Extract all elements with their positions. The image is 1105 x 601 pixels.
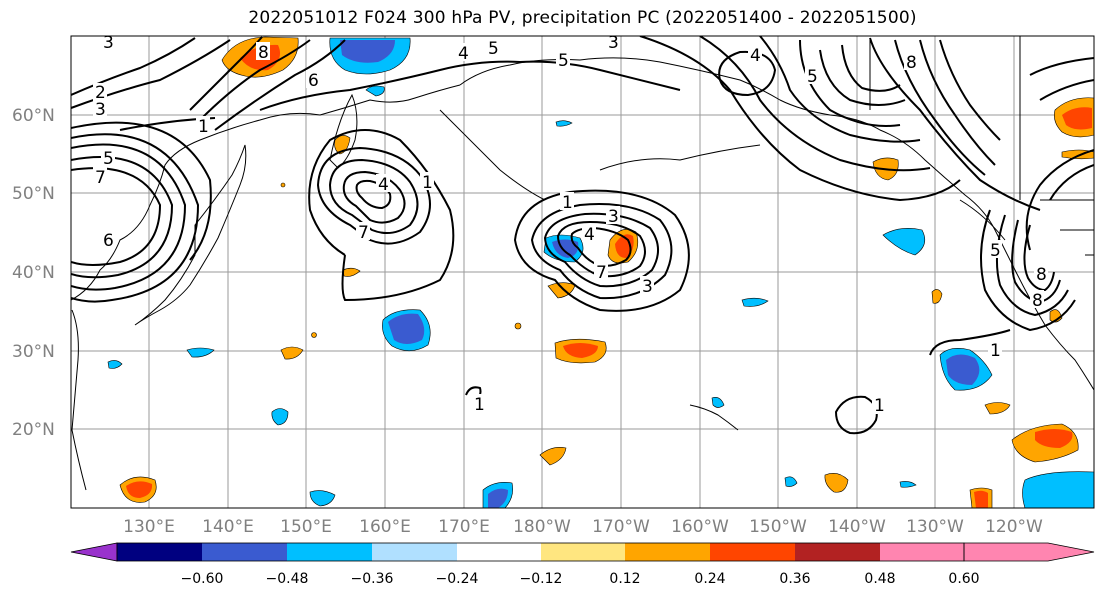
lat-label: 20°N	[12, 420, 55, 440]
colorbar-tick: 0.60	[948, 571, 979, 587]
lon-label: 150°W	[749, 517, 807, 537]
lon-label: 140°E	[202, 517, 254, 537]
colorbar-tick: 0.36	[779, 571, 810, 587]
contour-label: 4	[750, 46, 761, 66]
contour-label: 7	[358, 223, 369, 243]
lon-label: 170°E	[438, 517, 490, 537]
colorbar-tick: −0.60	[181, 571, 224, 587]
coastlines	[71, 36, 1094, 491]
contour-label: 4	[458, 44, 469, 64]
lon-label: 160°W	[671, 517, 729, 537]
contour-label: 7	[95, 168, 106, 188]
colorbar-segment	[287, 543, 372, 561]
map-panel: 3 2 3 5 7 6 1 6 8 4 5 5 3 4 5 8 8 5 1 4	[70, 33, 1095, 509]
contour-label: 8	[258, 43, 269, 63]
contour-label: 5	[488, 39, 499, 59]
contour-label: 8	[906, 53, 917, 73]
lon-label: 120°W	[985, 517, 1043, 537]
colorbar-segment	[457, 543, 541, 561]
colorbar-tick: −0.36	[351, 571, 394, 587]
lat-label: 60°N	[12, 106, 55, 126]
lon-label: 180°W	[513, 517, 571, 537]
colorbar-tick-labels: −0.60 −0.48 −0.36 −0.24 −0.12 0.12 0.24 …	[181, 571, 980, 587]
contour-label: 6	[103, 231, 114, 251]
lon-label: 170°W	[592, 517, 650, 537]
lat-label: 40°N	[12, 263, 55, 283]
contour-label: 3	[95, 100, 106, 120]
colorbar-extend-min	[70, 542, 118, 562]
colorbar-tick: 0.48	[864, 571, 895, 587]
contour-label: 8	[1036, 265, 1047, 285]
contour-labels: 3 2 3 5 7 6 1 6 8 4 5 5 3 4 5 8 8 5 1 4	[93, 33, 1048, 416]
contour-label: 1	[562, 193, 573, 213]
contour-label: 1	[422, 173, 433, 193]
colorbar-tick: 0.24	[694, 571, 725, 587]
contour-label: 6	[308, 71, 319, 91]
colorbar-segment	[117, 543, 202, 561]
colorbar-segment	[625, 543, 710, 561]
contour-label: 5	[103, 149, 114, 169]
map-frame	[70, 35, 1095, 509]
contour-label: 1	[198, 117, 209, 137]
colorbar-tick: −0.12	[520, 571, 563, 587]
contour-label: 5	[558, 51, 569, 71]
latitude-labels: 60°N 50°N 40°N 30°N 20°N	[12, 106, 55, 440]
contour-label: 5	[990, 241, 1001, 261]
colorbar-segment	[372, 543, 457, 561]
colorbar: −0.60 −0.48 −0.36 −0.24 −0.12 0.12 0.24 …	[70, 542, 1095, 587]
colorbar-tick: −0.24	[436, 571, 479, 587]
contour-label: 1	[990, 341, 1001, 361]
contour-label: 5	[807, 67, 818, 87]
map-title: 2022051012 F024 300 hPa PV, precipitatio…	[248, 8, 917, 28]
contour-label: 1	[474, 395, 485, 415]
lat-label: 30°N	[12, 342, 55, 362]
contour-label: 7	[596, 263, 607, 283]
lat-label: 50°N	[12, 184, 55, 204]
colorbar-frame	[116, 542, 965, 562]
contour-label: 3	[103, 33, 114, 53]
contour-label: 3	[608, 33, 619, 53]
lon-label: 130°E	[123, 517, 175, 537]
colorbar-segment	[710, 543, 795, 561]
lon-label: 160°E	[359, 517, 411, 537]
contour-label: 4	[584, 225, 595, 245]
colorbar-tick: 0.12	[609, 571, 640, 587]
colorbar-extend-max	[963, 542, 1095, 562]
colorbar-segment	[202, 543, 287, 561]
lon-label: 130°W	[906, 517, 964, 537]
lon-label: 150°E	[280, 517, 332, 537]
contour-label: 2	[95, 83, 106, 103]
contour-label: 3	[642, 277, 653, 297]
colorbar-segment	[541, 543, 625, 561]
colorbar-segment	[795, 543, 880, 561]
contour-label: 1	[874, 396, 885, 416]
colorbar-segment	[880, 543, 964, 561]
contour-label: 4	[378, 175, 389, 195]
contour-label: 8	[1032, 291, 1043, 311]
colorbar-tick: −0.48	[266, 571, 309, 587]
longitude-labels: 130°E 140°E 150°E 160°E 170°E 180°W 170°…	[123, 517, 1043, 537]
lon-label: 140°W	[828, 517, 886, 537]
contour-label: 3	[608, 207, 619, 227]
